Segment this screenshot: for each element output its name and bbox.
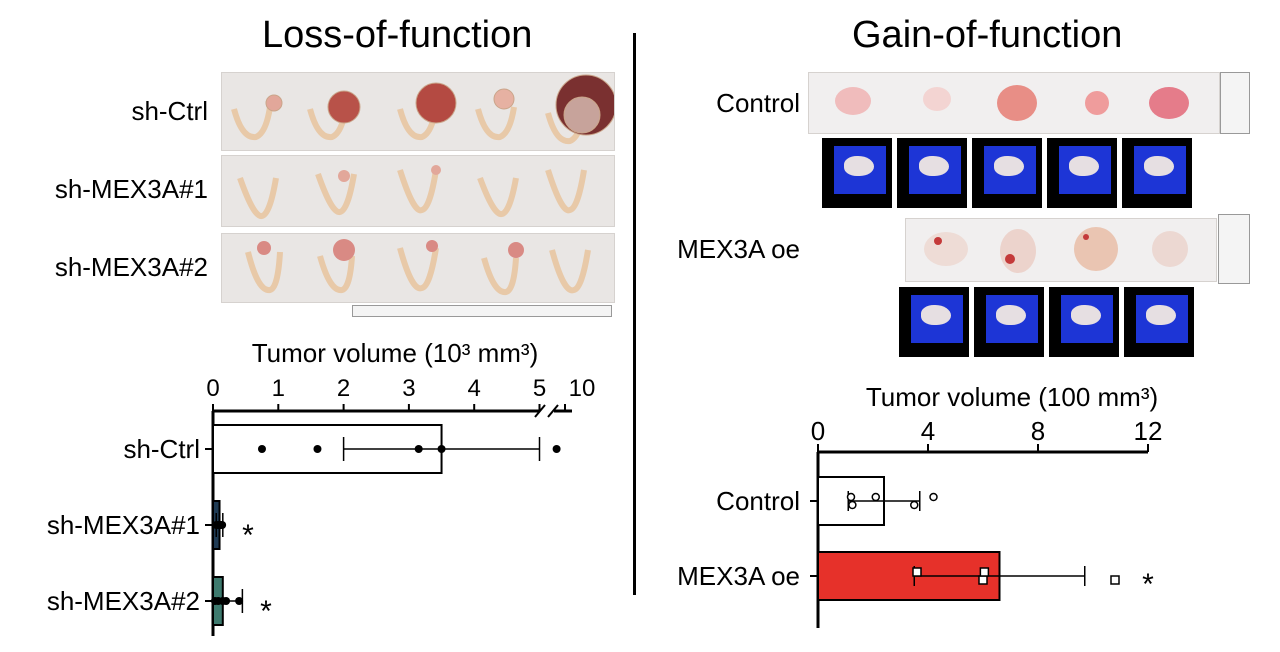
right-x-tick-label: 12 — [1134, 416, 1163, 446]
left-significance-marker: * — [260, 595, 272, 628]
right-data-point — [846, 492, 856, 502]
left-category-label: sh-Ctrl — [123, 434, 200, 464]
scale-ruler-left — [352, 305, 612, 317]
scan-strip-mex3a-oe — [899, 287, 1194, 357]
photo-sh-mex3a-2 — [221, 233, 615, 303]
mex3a-oe-specimens — [924, 227, 1188, 273]
sh-ctrl-specimens — [231, 74, 617, 145]
right-x-tick-label: 8 — [1031, 416, 1045, 446]
control-specimens — [835, 85, 1189, 121]
left-x-tick-label: 5 — [533, 375, 546, 402]
right-category-label: Control — [716, 486, 800, 516]
right-data-point — [871, 492, 880, 502]
right-data-point — [979, 567, 990, 577]
left-x-tick-label: 2 — [337, 375, 350, 402]
left-data-point — [414, 445, 423, 453]
sh-mex3a-1-specimens — [237, 165, 587, 219]
right-data-point — [848, 500, 857, 510]
scan-control-2 — [897, 138, 967, 208]
left-data-point — [552, 445, 561, 453]
left-significance-marker: * — [242, 519, 254, 552]
row-label-control-photo: Control — [716, 88, 800, 118]
scan-mex3a-oe-1 — [899, 287, 969, 357]
left-axis-break-mark-2 — [547, 404, 559, 418]
left-x-tick-label: 4 — [468, 375, 481, 402]
right-bar-chart: Tumor volume (100 mm³) 0 4 8 12 Control MEX3A … — [677, 382, 1163, 628]
photo-sh-mex3a-1 — [221, 155, 615, 227]
right-chart-xlabel: Tumor volume (100 mm³) — [866, 382, 1158, 412]
right-x-tick-label: 0 — [811, 416, 825, 446]
sh-mex3a-2-specimens — [245, 239, 591, 296]
row-label-sh-mex3a-2: sh-MEX3A#2 — [54, 252, 208, 282]
photo-sh-ctrl — [221, 72, 617, 151]
left-category-label: sh-MEX3A#1 — [47, 510, 200, 540]
panel-divider — [633, 33, 636, 595]
left-x-tick-label: 1 — [272, 375, 285, 402]
right-data-point — [978, 575, 988, 585]
left-panel-title: Loss-of-function — [262, 14, 533, 56]
right-data-point — [929, 492, 938, 502]
scan-control-3 — [972, 138, 1042, 208]
scale-ruler-control — [1220, 72, 1250, 134]
scan-mex3a-oe-4 — [1124, 287, 1194, 357]
row-label-mex3a-oe-photo: MEX3A oe — [677, 234, 800, 264]
left-x-tick-label: 0 — [206, 375, 219, 402]
photo-control — [808, 72, 1220, 134]
row-label-sh-mex3a-1: sh-MEX3A#1 — [54, 174, 208, 204]
right-data-point — [1110, 575, 1120, 585]
left-data-point — [313, 445, 322, 453]
left-x-tick-label: 10 — [569, 375, 596, 402]
scan-mex3a-oe-2 — [974, 287, 1044, 357]
left-x-tick-label: 3 — [402, 375, 415, 402]
left-bar-chart: Tumor volume (10³ mm³) 0 1 2 3 4 5 10 sh-Ctrl sh-… — [47, 338, 596, 636]
left-chart-xlabel: Tumor volume (10³ mm³) — [252, 338, 539, 368]
right-panel-title: Gain-of-function — [852, 14, 1123, 56]
right-category-label: MEX3A oe — [677, 561, 800, 591]
left-data-point — [218, 521, 227, 529]
left-category-label: sh-MEX3A#2 — [47, 586, 200, 616]
row-label-sh-ctrl: sh-Ctrl — [131, 96, 208, 126]
scan-control-1 — [822, 138, 892, 208]
right-data-point — [910, 500, 919, 510]
scan-mex3a-oe-3 — [1049, 287, 1119, 357]
right-data-point — [912, 567, 922, 577]
left-data-point — [222, 597, 231, 605]
left-data-point — [437, 445, 446, 453]
right-x-tick-label: 4 — [921, 416, 935, 446]
scan-control-4 — [1047, 138, 1117, 208]
right-significance-marker: * — [1142, 568, 1154, 601]
scan-control-5 — [1122, 138, 1192, 208]
scale-ruler-mex3a-oe — [1218, 214, 1250, 284]
photo-mex3a-oe — [905, 218, 1217, 282]
left-data-point — [235, 597, 244, 605]
scan-strip-control — [822, 138, 1192, 208]
left-data-point — [257, 445, 266, 453]
